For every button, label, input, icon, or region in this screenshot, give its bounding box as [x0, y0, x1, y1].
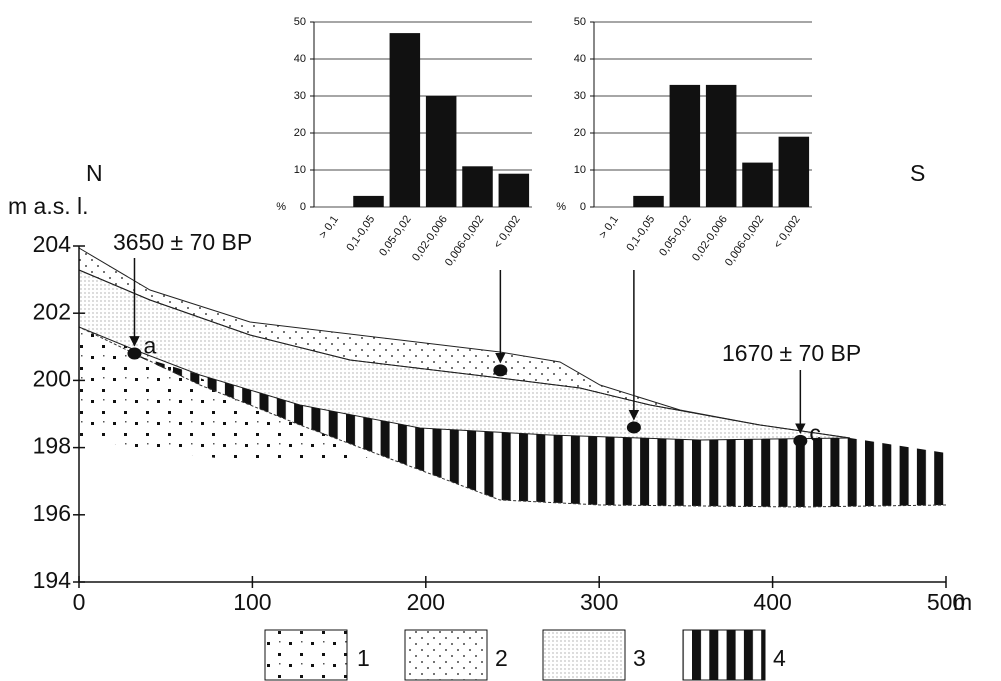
sample-point	[127, 347, 142, 360]
y-tick-label: 194	[33, 567, 72, 593]
bar	[778, 136, 810, 207]
y-tick-label: 200	[33, 365, 71, 391]
point-label: a	[143, 333, 156, 359]
x-tick-label: > 0,1	[317, 214, 341, 241]
y-tick-label: 50	[294, 16, 306, 28]
y-axis-label: m a.s. l.	[8, 193, 89, 219]
legend-label: 2	[495, 645, 508, 671]
x-unit: m	[953, 589, 972, 615]
x-tick-label: > 0,1	[597, 214, 621, 241]
x-tick-label: 0,1-0,05	[344, 214, 377, 254]
x-tick-label: 300	[580, 589, 618, 615]
sample-point	[626, 421, 641, 434]
x-tick-label: 100	[233, 589, 271, 615]
y-tick-label: 198	[33, 433, 71, 459]
x-tick-label: 0,05-0,02	[657, 214, 693, 259]
x-tick-label: 0,02-0,006	[690, 214, 730, 264]
legend-label: 4	[773, 645, 786, 671]
x-tick-label: 0,006-0,002	[723, 214, 767, 269]
legend-label: 3	[633, 645, 646, 671]
legend-swatch	[404, 629, 488, 681]
sample-point	[793, 434, 808, 447]
bar	[462, 166, 493, 207]
x-tick-label: 0,02-0,006	[410, 214, 450, 264]
layers	[78, 247, 947, 508]
y-tick-label: 0	[580, 201, 586, 213]
x-tick-label: 0	[73, 589, 86, 615]
y-tick-label: 0	[300, 201, 306, 213]
x-tick-label: < 0,002	[772, 214, 803, 251]
bar	[353, 195, 384, 207]
bar	[389, 33, 421, 207]
y-tick-label: 50	[574, 16, 586, 28]
y-tick-label: 40	[574, 53, 586, 65]
bar	[425, 96, 457, 207]
bar	[742, 162, 773, 207]
y-tick-label: 30	[574, 90, 586, 102]
y-tick-label: 40	[294, 53, 306, 65]
annotation: 1670 ± 70 BP	[722, 340, 861, 366]
x-tick-label: 0,1-0,05	[624, 214, 657, 254]
x-tick-label: 200	[407, 589, 445, 615]
direction-label: N	[86, 160, 103, 186]
y-tick-label: 30	[294, 90, 306, 102]
bar	[705, 84, 737, 207]
bar	[669, 84, 701, 207]
y-tick-label: 10	[574, 164, 586, 176]
annotation: 3650 ± 70 BP	[113, 229, 252, 255]
y-tick-label: 196	[33, 500, 71, 526]
x-tick-label: 0,006-0,002	[443, 214, 487, 269]
legend: 1 2 3 4	[264, 629, 786, 681]
bar	[498, 173, 530, 207]
bar	[633, 195, 664, 207]
x-tick-label: 0,05-0,02	[377, 214, 413, 259]
x-tick-label: 400	[753, 589, 791, 615]
legend-label: 1	[357, 645, 370, 671]
legend-swatch	[264, 629, 348, 681]
layer-4	[135, 355, 946, 507]
y-axis-label: %	[556, 201, 566, 213]
y-tick-label: 204	[33, 231, 72, 257]
y-tick-label: 10	[294, 164, 306, 176]
legend-swatch	[542, 629, 626, 681]
y-tick-label: 20	[294, 127, 306, 139]
x-tick-label: < 0,002	[492, 214, 523, 251]
y-tick-label: 20	[574, 127, 586, 139]
x-tick-label: 500	[927, 589, 965, 615]
y-axis-label: %	[276, 201, 286, 213]
sample-point	[493, 364, 508, 377]
y-tick-label: 202	[33, 298, 71, 324]
direction-label: S	[910, 160, 925, 186]
point-label: c	[809, 420, 821, 446]
legend-swatch	[682, 629, 766, 681]
